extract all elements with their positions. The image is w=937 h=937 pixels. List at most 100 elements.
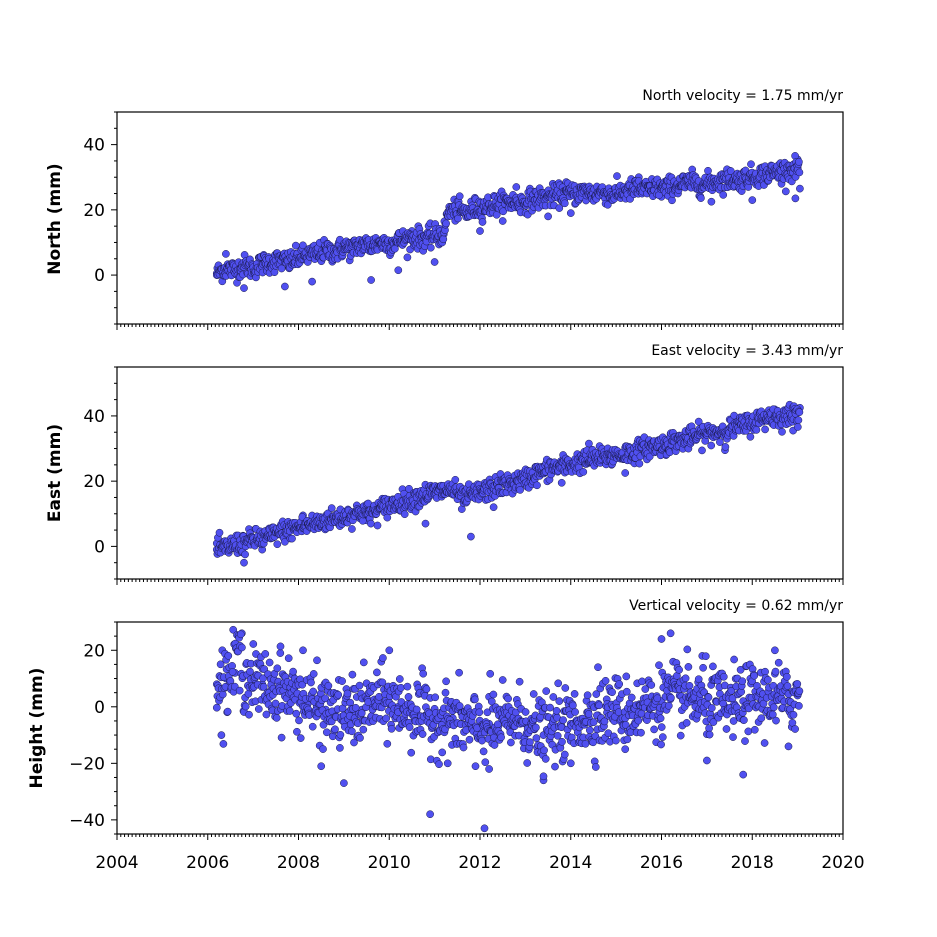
height-point bbox=[276, 649, 285, 657]
east-point bbox=[451, 475, 460, 484]
height-point bbox=[309, 687, 318, 696]
height-point bbox=[317, 762, 326, 771]
height-point bbox=[241, 702, 250, 711]
east-y-tick-label: 40 bbox=[83, 407, 105, 427]
height-point bbox=[622, 687, 631, 696]
height-point bbox=[379, 654, 387, 662]
north-point bbox=[747, 160, 755, 169]
height-point bbox=[309, 670, 318, 678]
height-point bbox=[738, 677, 747, 686]
height-point bbox=[486, 669, 495, 678]
height-point bbox=[657, 740, 665, 749]
height-point bbox=[585, 726, 594, 735]
north-points bbox=[212, 152, 804, 292]
height-point bbox=[657, 635, 666, 643]
north-point bbox=[560, 199, 569, 208]
height-point bbox=[532, 734, 541, 742]
height-point bbox=[554, 679, 563, 688]
height-point bbox=[265, 658, 274, 667]
height-point bbox=[285, 707, 294, 715]
north-point bbox=[791, 194, 800, 203]
north-point bbox=[613, 172, 621, 180]
height-point bbox=[699, 663, 707, 672]
height-point bbox=[546, 703, 554, 712]
east-point bbox=[707, 441, 716, 450]
north-point bbox=[512, 183, 521, 191]
height-point bbox=[475, 708, 484, 717]
height-point bbox=[293, 727, 301, 736]
height-point bbox=[783, 682, 792, 690]
north-point bbox=[796, 184, 804, 193]
height-point bbox=[757, 714, 766, 723]
height-point bbox=[271, 699, 280, 708]
north-point bbox=[439, 235, 448, 244]
height-point bbox=[308, 722, 317, 731]
height-point bbox=[740, 716, 748, 724]
north-y-tick-label: 20 bbox=[83, 201, 105, 221]
height-point bbox=[471, 762, 480, 771]
height-point bbox=[655, 661, 663, 670]
height-point bbox=[793, 680, 802, 688]
north-point bbox=[455, 192, 464, 201]
height-point bbox=[422, 685, 431, 693]
east-y-tick-label: 20 bbox=[83, 472, 105, 492]
height-point bbox=[795, 702, 803, 710]
height-point bbox=[664, 701, 673, 710]
height-point bbox=[357, 709, 366, 718]
height-point bbox=[405, 723, 414, 732]
height-point bbox=[555, 697, 564, 705]
height-point bbox=[653, 694, 662, 703]
height-point bbox=[313, 656, 321, 665]
height-point bbox=[295, 716, 303, 725]
north-point bbox=[478, 218, 487, 226]
east-y-ticks: 0 20 40 bbox=[83, 366, 117, 580]
height-point bbox=[772, 716, 780, 725]
height-point bbox=[558, 737, 566, 746]
height-point bbox=[529, 690, 538, 698]
height-point bbox=[656, 714, 665, 723]
height-point bbox=[397, 683, 405, 692]
north-point bbox=[566, 209, 575, 217]
height-point bbox=[570, 690, 579, 698]
north-panel: North velocity = 1.75 mm/yr North (mm) 0… bbox=[45, 88, 844, 330]
north-point bbox=[795, 158, 803, 166]
height-point bbox=[307, 678, 315, 687]
height-panel: Vertical velocity = 0.62 mm/yr Height (m… bbox=[27, 598, 865, 873]
east-point bbox=[793, 423, 802, 431]
height-point bbox=[741, 737, 749, 745]
east-point bbox=[795, 408, 804, 417]
height-point bbox=[608, 688, 616, 697]
east-panel: East velocity = 3.43 mm/yr East (mm) 0 20… bbox=[45, 343, 844, 585]
east-point bbox=[489, 503, 498, 512]
height-point bbox=[750, 725, 759, 734]
height-point bbox=[348, 670, 357, 679]
north-point bbox=[781, 187, 790, 196]
height-point bbox=[594, 663, 602, 672]
height-point bbox=[705, 730, 714, 739]
height-point bbox=[707, 704, 716, 712]
height-point bbox=[601, 676, 610, 685]
height-point bbox=[650, 725, 658, 734]
height-point bbox=[277, 733, 286, 742]
east-x-ticks bbox=[116, 579, 844, 585]
height-point bbox=[729, 733, 737, 741]
height-point bbox=[359, 658, 368, 667]
height-point bbox=[419, 669, 428, 678]
height-point bbox=[383, 739, 392, 748]
east-point bbox=[240, 558, 248, 567]
height-point bbox=[553, 731, 562, 740]
height-point bbox=[722, 725, 731, 733]
north-point bbox=[544, 212, 552, 221]
east-points bbox=[212, 400, 804, 567]
height-point bbox=[684, 663, 693, 671]
north-point bbox=[668, 196, 676, 205]
x-tick-label: 2018 bbox=[731, 853, 774, 873]
north-point bbox=[555, 204, 564, 212]
east-point bbox=[367, 519, 375, 528]
north-point bbox=[476, 227, 484, 235]
height-point bbox=[382, 714, 391, 723]
east-point bbox=[746, 432, 755, 441]
height-point bbox=[348, 727, 356, 736]
height-point bbox=[703, 756, 711, 765]
